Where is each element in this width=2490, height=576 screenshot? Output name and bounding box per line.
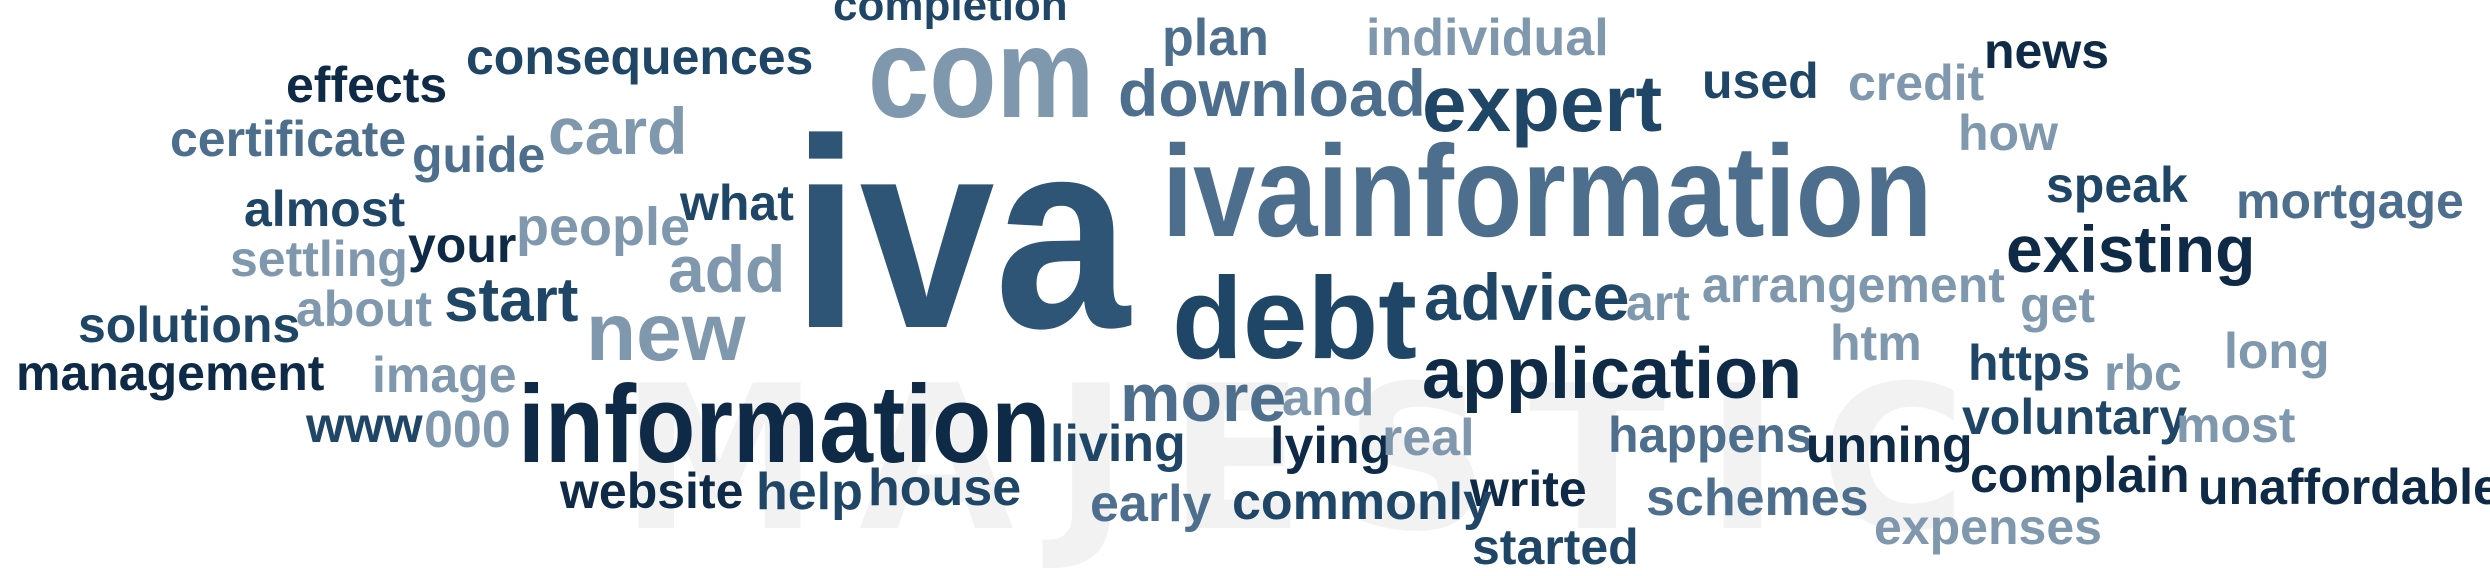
word-settling: settling: [230, 231, 408, 287]
word-and: and: [1282, 369, 1375, 427]
word-unning: unning: [1806, 417, 1973, 473]
word-www: www: [306, 397, 423, 453]
word-plan: plan: [1162, 9, 1269, 67]
word-advice: advice: [1424, 260, 1630, 334]
word-expert: expert: [1422, 59, 1663, 148]
word-solutions: solutions: [78, 297, 301, 353]
word-what: what: [680, 175, 794, 231]
word-credit: credit: [1848, 55, 1985, 111]
word-new: new: [586, 287, 746, 378]
word-image: image: [372, 347, 517, 403]
word-https: https: [1968, 335, 2091, 391]
word-your: your: [408, 217, 517, 273]
word-help: help: [756, 463, 863, 521]
word-website: website: [560, 463, 744, 519]
word-art: art: [1626, 275, 1690, 331]
word-long: long: [2224, 323, 2330, 379]
word-download: download: [1118, 56, 1426, 130]
word-000: 000: [424, 401, 511, 459]
word-completion: completion: [833, 0, 1068, 30]
word-mortgage: mortgage: [2236, 173, 2464, 229]
word-used: used: [1702, 53, 1819, 109]
word-iva: iva: [792, 84, 1130, 385]
word-people: people: [516, 197, 691, 257]
word-voluntary: voluntary: [1962, 389, 2188, 445]
word-card: card: [548, 94, 688, 168]
word-effects: effects: [286, 57, 448, 113]
word-expenses: expenses: [1874, 499, 2102, 555]
word-com: com: [868, 2, 1095, 145]
word-debt: debt: [1172, 253, 1417, 383]
word-existing: existing: [2006, 212, 2256, 286]
word-more: more: [1120, 360, 1287, 436]
word-unaffordable: unaffordable: [2198, 459, 2490, 515]
word-most: most: [2176, 397, 2296, 453]
watermark: MAJESTIC: [620, 343, 2007, 576]
word-commonly: commonly: [1232, 473, 1493, 531]
word-house: house: [868, 459, 1022, 517]
word-application: application: [1422, 334, 1803, 414]
word-schemes: schemes: [1646, 469, 1869, 527]
word-ivainformation: ivainformation: [1162, 118, 1933, 264]
word-happens: happens: [1608, 407, 1814, 463]
word-arrangement: arrangement: [1702, 257, 2005, 313]
word-rbc: rbc: [2104, 345, 2182, 401]
word-htm: htm: [1830, 315, 1922, 371]
word-about: about: [296, 281, 433, 337]
word-guide: guide: [412, 127, 546, 183]
word-real: real: [1382, 409, 1475, 467]
word-living: living: [1050, 415, 1186, 473]
word-almost: almost: [244, 181, 406, 237]
word-management: management: [16, 345, 325, 401]
word-certificate: certificate: [170, 111, 407, 167]
word-started: started: [1472, 519, 1639, 575]
word-early: early: [1090, 475, 1212, 533]
word-write: write: [1470, 461, 1587, 517]
word-how: how: [1958, 105, 2058, 161]
word-lying: lying: [1270, 417, 1392, 475]
word-consequences: consequences: [466, 29, 814, 85]
word-speak: speak: [2046, 157, 2188, 213]
word-news: news: [1984, 23, 2110, 79]
word-information: information: [518, 363, 1051, 486]
word-add: add: [668, 232, 786, 306]
word-get: get: [2020, 277, 2095, 333]
word-individual: individual: [1366, 9, 1609, 67]
word-complain: complain: [1970, 447, 2190, 503]
word-start: start: [444, 266, 579, 335]
